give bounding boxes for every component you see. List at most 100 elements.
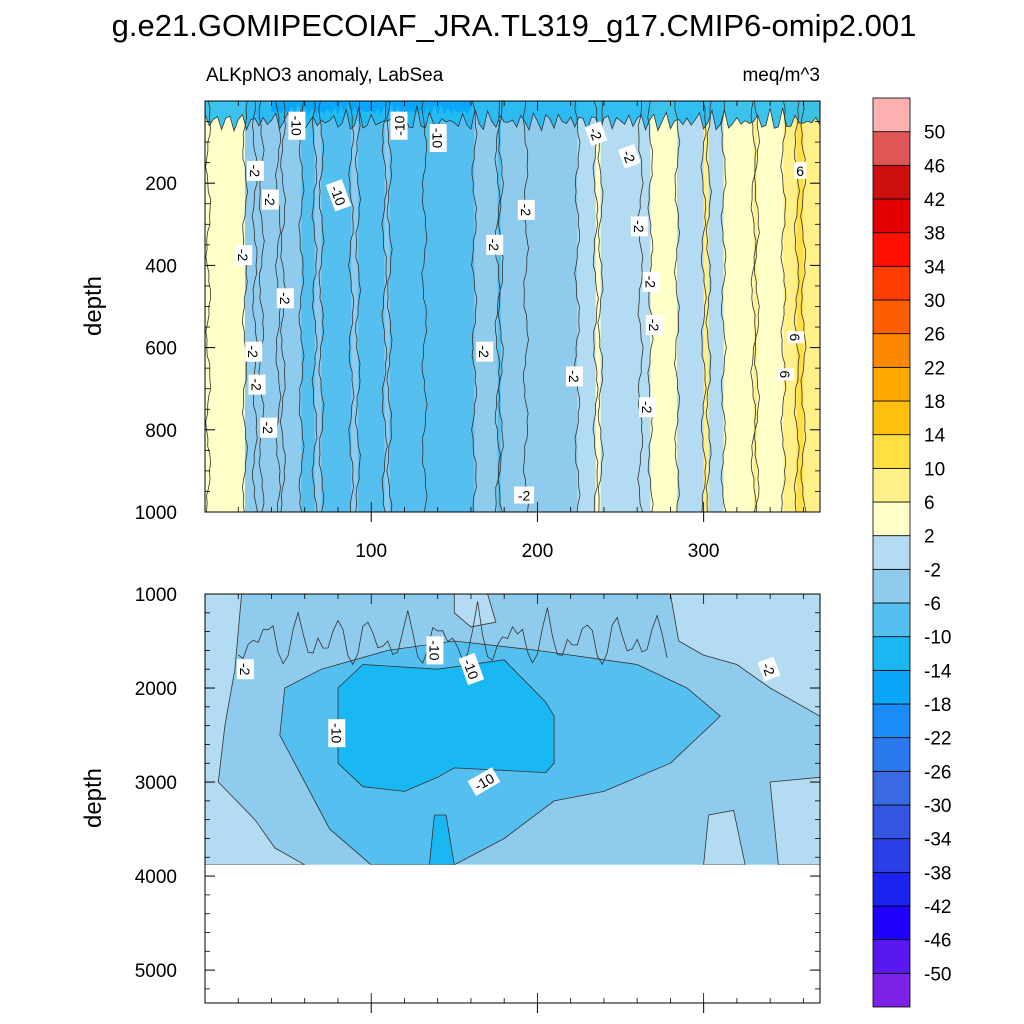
x-tick-label: 300 bbox=[688, 541, 720, 562]
contour-label-text: -10 bbox=[288, 116, 304, 136]
contour-label-upper-8: -2 bbox=[245, 341, 263, 362]
contour-label-text: -2 bbox=[518, 488, 531, 504]
colorbar-box-8 bbox=[872, 703, 911, 739]
contour-label-upper-9: -2 bbox=[248, 374, 266, 395]
contour-label-upper-18: -2 bbox=[630, 216, 648, 237]
colorbar-label: 42 bbox=[924, 190, 945, 211]
upper-streak-3 bbox=[351, 121, 358, 512]
upper-panel-filled-contours bbox=[205, 101, 820, 512]
lower-bottom-right-positive bbox=[769, 776, 820, 866]
y-tick-label: 2000 bbox=[135, 679, 177, 700]
lower-no-data-area bbox=[205, 864, 820, 1003]
colorbar-box-6 bbox=[872, 770, 911, 806]
contour-label-text: -2 bbox=[486, 239, 502, 252]
upper-contour-line-29 bbox=[780, 101, 787, 512]
upper-contour-line-25 bbox=[705, 101, 712, 512]
contour-label-text: 6 bbox=[787, 333, 803, 341]
lower-panel-filled-contours bbox=[205, 594, 820, 1003]
upper-contour-line-10 bbox=[354, 101, 362, 512]
upper-band-0 bbox=[205, 101, 246, 512]
left-subtitle: ALKpNO3 anomaly, LabSea bbox=[206, 65, 444, 86]
colorbar-label: -42 bbox=[924, 897, 951, 918]
y-tick-label: 600 bbox=[145, 339, 177, 360]
colorbar-label: -14 bbox=[924, 661, 952, 682]
colorbar-box-22 bbox=[872, 232, 911, 267]
upper-contour-line-21 bbox=[637, 101, 644, 512]
contour-label-text: -10 bbox=[327, 183, 349, 208]
contour-label-text: -10 bbox=[328, 723, 344, 743]
contour-label-box bbox=[645, 315, 663, 335]
contour-label-upper-20: -2 bbox=[645, 315, 663, 335]
lower-upper-contour bbox=[237, 601, 668, 666]
contour-label-box bbox=[245, 341, 263, 362]
upper-panel-y-axis-label: depth bbox=[80, 276, 107, 336]
contour-label-text: -2 bbox=[643, 276, 659, 289]
contour-label-text: -2 bbox=[639, 401, 655, 414]
colorbar-box-14 bbox=[872, 501, 911, 537]
contour-label-upper-7: -2 bbox=[276, 288, 294, 309]
y-tick-label: 3000 bbox=[135, 773, 177, 794]
colorbar-box-4 bbox=[872, 838, 911, 873]
contour-label-box bbox=[236, 659, 254, 680]
colorbar-box-5 bbox=[872, 804, 911, 840]
upper-contour-line-28 bbox=[753, 101, 761, 512]
contour-label-text: -2 bbox=[262, 193, 278, 206]
colorbar-box-21 bbox=[872, 265, 911, 301]
contour-label-text: -2 bbox=[249, 378, 265, 391]
upper-panel-contour-labels: -10 -10 -10 -10 -2 -2 -2 -2 -2 -2 -2 -2 -2 -2 -2 -2 -2 -2… bbox=[235, 111, 807, 504]
y-tick-label: 1000 bbox=[135, 503, 177, 524]
contour-label-text: -10 bbox=[426, 640, 442, 660]
upper-contour-line-11 bbox=[381, 101, 388, 512]
colorbar-box-1 bbox=[872, 939, 911, 974]
contour-label-box bbox=[566, 366, 583, 387]
colorbar-box-16 bbox=[872, 434, 911, 469]
contour-label-text: -2 bbox=[247, 165, 263, 178]
colorbar-label: -2 bbox=[924, 560, 941, 581]
contour-label-box bbox=[276, 288, 294, 309]
contour-label-box bbox=[467, 767, 501, 796]
contour-label-box bbox=[235, 245, 253, 266]
contour-label-upper-6: -2 bbox=[235, 245, 253, 266]
contour-label-upper-11: -2 bbox=[517, 199, 535, 220]
contour-label-upper-3: -10 bbox=[325, 179, 352, 212]
x-tick-label: 100 bbox=[355, 541, 387, 562]
contour-label-text: -2 bbox=[245, 345, 261, 358]
colorbar-box-12 bbox=[872, 568, 911, 604]
upper-surface-layer bbox=[205, 101, 820, 131]
contour-label-box bbox=[325, 179, 352, 212]
upper-contour-line-26 bbox=[720, 101, 727, 512]
upper-contour-line-7 bbox=[311, 101, 318, 512]
y-tick-label: 5000 bbox=[135, 961, 177, 982]
colorbar-box-20 bbox=[872, 299, 911, 335]
contour-label-upper-21: -2 bbox=[639, 397, 657, 418]
colorbar-box-25 bbox=[872, 131, 911, 166]
upper-streak-4 bbox=[384, 121, 390, 512]
colorbar-label: 10 bbox=[924, 459, 945, 480]
contour-label-box bbox=[248, 374, 266, 395]
y-tick-label: 200 bbox=[145, 174, 177, 195]
contour-label-box bbox=[260, 417, 278, 438]
contour-label-box bbox=[777, 368, 795, 381]
colorbar-label: -6 bbox=[924, 594, 941, 615]
upper-contour-line-18 bbox=[574, 101, 581, 512]
lower-panel-contour-lines bbox=[237, 601, 668, 666]
upper-surface-contour bbox=[205, 105, 820, 133]
upper-streak-1 bbox=[278, 121, 284, 512]
upper-contour-line-1 bbox=[241, 101, 249, 512]
contour-label-text: -2 bbox=[631, 220, 647, 233]
contour-label-box bbox=[476, 341, 494, 362]
contour-label-upper-4: -2 bbox=[246, 160, 264, 181]
colorbar-box-17 bbox=[872, 400, 911, 436]
contour-label-upper-2: -10 bbox=[429, 124, 447, 152]
contour-label-upper-14: -2 bbox=[566, 366, 583, 387]
contour-label-upper-1: -10 bbox=[390, 111, 408, 140]
contour-label-box bbox=[246, 160, 264, 181]
contour-label-box bbox=[390, 111, 408, 140]
contour-label-lower-0: -2 bbox=[236, 659, 254, 680]
upper-contour-line-15 bbox=[494, 101, 501, 512]
colorbar-label: -34 bbox=[924, 830, 952, 851]
y-tick-label: 1000 bbox=[135, 585, 177, 606]
lower-panel-y-axis-label: depth bbox=[80, 768, 107, 828]
contour-label-text: -2 bbox=[237, 663, 253, 676]
